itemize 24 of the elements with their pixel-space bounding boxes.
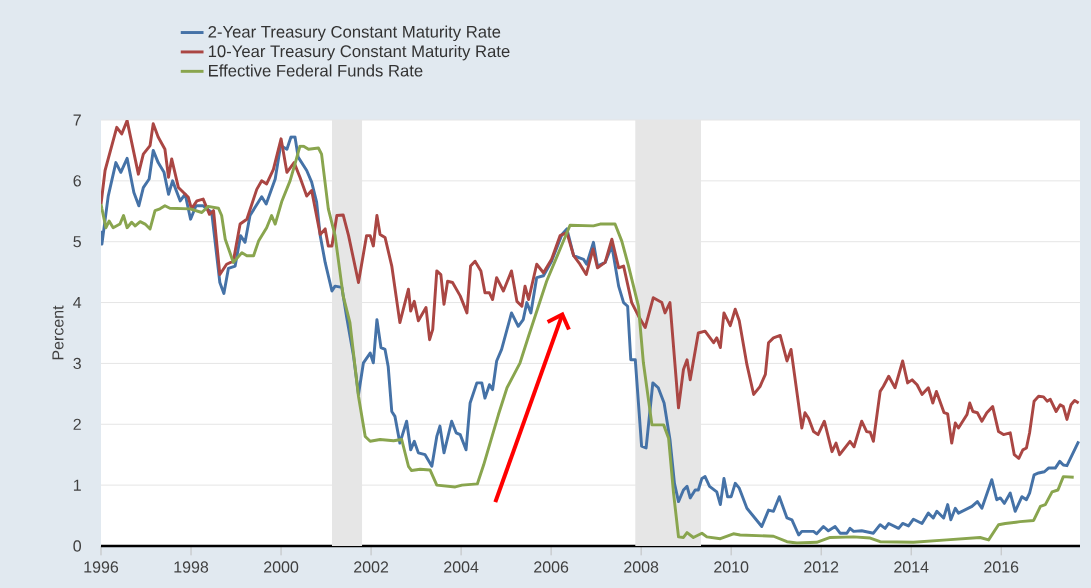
x-tick-label: 2004 xyxy=(444,561,479,573)
line-series xyxy=(101,120,1080,460)
x-tick-label: 2006 xyxy=(534,561,569,573)
x-tick-label: 2014 xyxy=(894,561,929,573)
y-axis-title: Percent xyxy=(52,305,64,360)
x-tick-label: 1998 xyxy=(174,561,209,573)
y-tick-label: 5 xyxy=(73,236,81,248)
y-tick-label: 3 xyxy=(73,357,81,370)
x-tick-label: 1996 xyxy=(84,561,119,573)
y-tick-label: 6 xyxy=(73,175,81,187)
x-tick-label: 2012 xyxy=(804,561,839,573)
x-tick-label: 2016 xyxy=(984,561,1019,573)
y-tick-label: 7 xyxy=(73,114,81,126)
y-tick-label: 1 xyxy=(73,479,81,491)
x-tick-label: 2008 xyxy=(624,561,659,573)
legend-label: Effective Federal Funds Rate xyxy=(209,64,423,77)
y-tick-label: 2 xyxy=(73,418,81,430)
y-tick-label: 0 xyxy=(73,540,82,552)
legend-label: 10-Year Treasury Constant Maturity Rate xyxy=(208,44,510,61)
legend-label: 2-Year Treasury Constant Maturity Rate xyxy=(208,25,501,42)
x-tick-label: 2002 xyxy=(354,561,389,573)
x-tick-label: 2000 xyxy=(264,561,299,573)
y-tick-label: 4 xyxy=(73,297,82,309)
x-tick-label: 2010 xyxy=(714,561,749,573)
